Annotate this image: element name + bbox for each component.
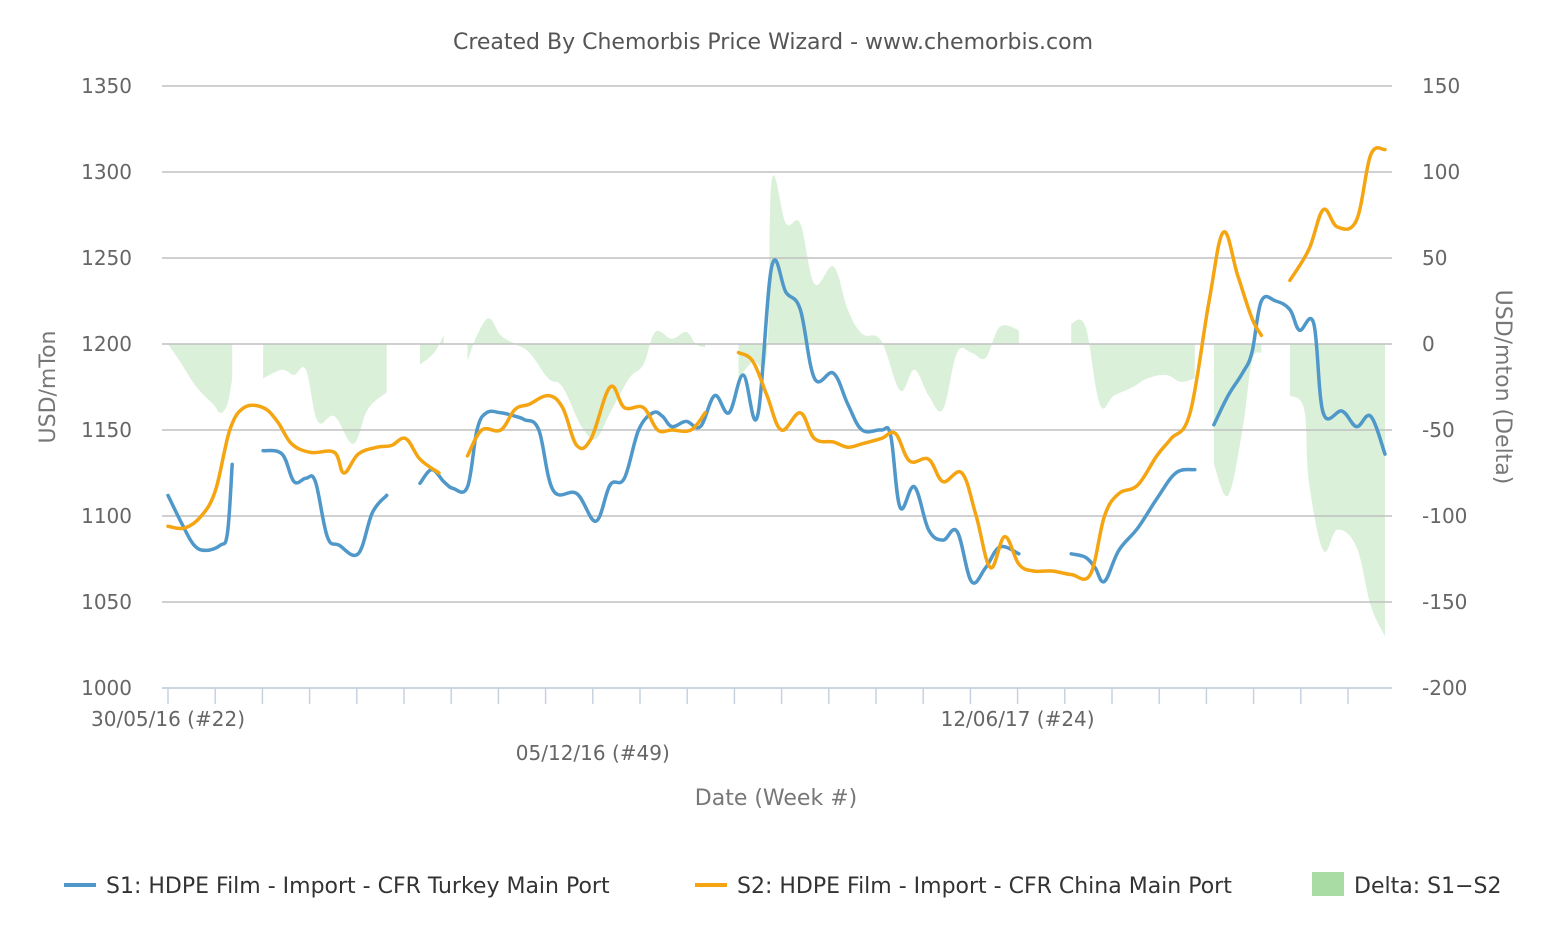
y-tick-label: 1150 [81, 418, 132, 442]
y-tick-label: 1000 [81, 676, 132, 700]
s1-line-segment [418, 258, 1021, 585]
s1-line-segment [261, 448, 389, 558]
y2-tick-label: -100 [1422, 504, 1467, 528]
y2-tick-label: 0 [1422, 332, 1435, 356]
legend-s1-label: S1: HDPE Film - Import - CFR Turkey Main… [106, 874, 610, 899]
y-axis-right: -200 -150 -100 -50 0 50 100 150 [1422, 74, 1467, 700]
y-axis-left: 1000 1050 1100 1150 1200 1250 1300 1350 [81, 74, 132, 700]
s1-line-segment [1069, 467, 1197, 584]
x-tick-label: 05/12/16 (#49) [516, 741, 670, 765]
delta-area-segment [1213, 344, 1262, 497]
y2-tick-label: -150 [1422, 590, 1467, 614]
delta-area-segment [738, 175, 1019, 412]
chart-title: Created By Chemorbis Price Wizard - www.… [453, 30, 1093, 55]
y2-tick-label: 100 [1422, 160, 1460, 184]
s2-line-segment [1288, 146, 1387, 283]
x-tick-label: 30/05/16 (#22) [91, 707, 245, 731]
delta-area-segment [467, 318, 706, 440]
y-tick-label: 1350 [81, 74, 132, 98]
delta-area-layer [168, 175, 1385, 637]
series-lines [166, 146, 1387, 585]
y2-tick-label: -50 [1422, 418, 1455, 442]
y2-tick-label: 150 [1422, 74, 1460, 98]
s2-line-segment [166, 403, 441, 531]
delta-area-segment [1071, 319, 1195, 409]
s1-line-segment [1212, 294, 1387, 456]
legend-delta-label: Delta: S1−S2 [1354, 874, 1501, 899]
y2-tick-label: 50 [1422, 246, 1447, 270]
y-tick-label: 1200 [81, 332, 132, 356]
legend-item-delta[interactable]: Delta: S1−S2 [1312, 872, 1501, 899]
y2-tick-label: -200 [1422, 676, 1467, 700]
y2-axis-title: USD/mton (Delta) [1490, 290, 1515, 485]
s2-line-segment [736, 230, 1264, 582]
x-axis: 30/05/16 (#22) 05/12/16 (#49) 12/06/17 (#2… [91, 687, 1392, 765]
delta-area-segment [263, 344, 387, 444]
delta-area-segment [420, 335, 444, 365]
s2-line-segment [465, 384, 707, 458]
legend-item-s1[interactable]: S1: HDPE Film - Import - CFR Turkey Main… [64, 874, 610, 899]
y-tick-label: 1300 [81, 160, 132, 184]
x-tick-label: 12/06/17 (#24) [941, 707, 1095, 731]
legend-delta-swatch [1312, 872, 1344, 896]
y-tick-label: 1050 [81, 590, 132, 614]
legend-item-s2[interactable]: S2: HDPE Film - Import - CFR China Main … [695, 874, 1232, 899]
y-tick-label: 1100 [81, 504, 132, 528]
delta-area-segment [1289, 344, 1385, 637]
y-axis-title: USD/mTon [36, 331, 61, 444]
delta-area-segment [168, 344, 233, 413]
y-tick-label: 1250 [81, 246, 132, 270]
legend-s2-label: S2: HDPE Film - Import - CFR China Main … [737, 874, 1232, 899]
legend: S1: HDPE Film - Import - CFR Turkey Main… [64, 872, 1501, 899]
x-axis-title: Date (Week #) [695, 786, 857, 811]
s1-line-segment [166, 462, 234, 553]
